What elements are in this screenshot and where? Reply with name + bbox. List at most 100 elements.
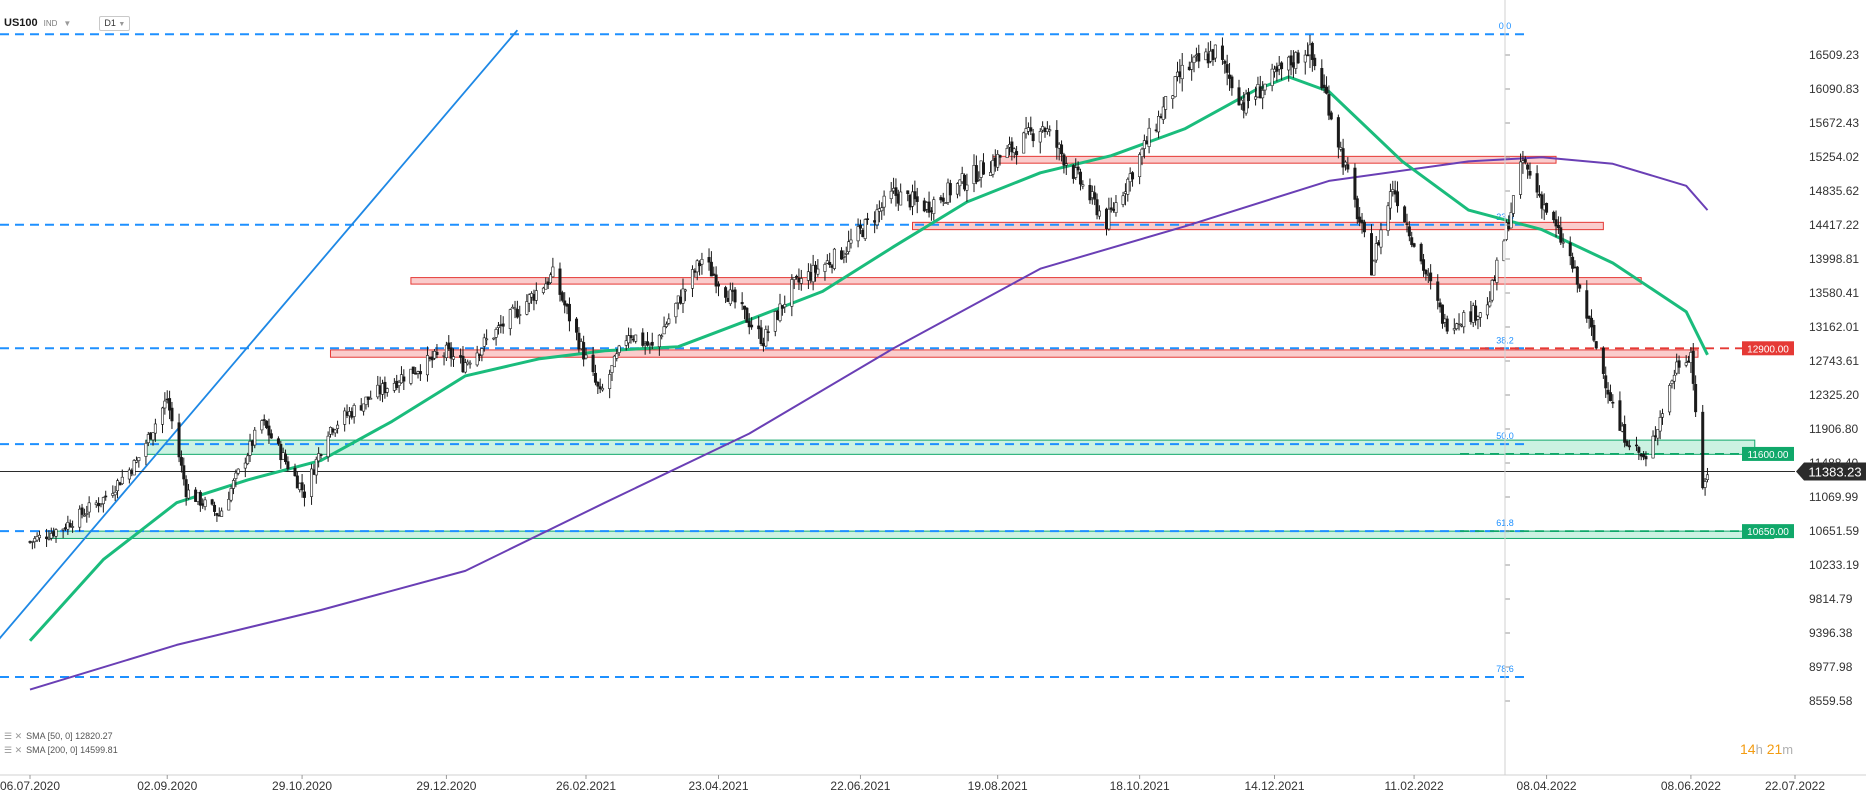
timeframe-label: D1 (104, 17, 116, 28)
candle-bearish (1242, 102, 1246, 111)
candle-bearish (1289, 55, 1293, 66)
candle-bullish (496, 325, 500, 328)
candle-bullish (444, 344, 448, 359)
candle-bullish (1142, 140, 1146, 149)
candle-bullish (847, 241, 851, 252)
candle-bullish (35, 536, 39, 541)
candle-bullish (660, 335, 664, 338)
candle-bullish (385, 388, 389, 393)
candle-bearish (759, 327, 763, 345)
candle-bullish (1457, 323, 1461, 325)
candles-layer (28, 34, 1709, 550)
price-level-tag-label: 12900.00 (1747, 344, 1789, 355)
candle-bearish (908, 194, 912, 208)
y-axis-tick-label: 12743.61 (1809, 354, 1859, 368)
candle-bearish (939, 197, 943, 201)
candle-bullish (1038, 131, 1042, 143)
candle-bullish (1651, 435, 1655, 459)
candle-bearish (560, 292, 564, 301)
resistance-zone (410, 277, 1642, 285)
candle-bullish (1388, 191, 1392, 209)
candle-bearish (707, 257, 711, 263)
candle-bearish (1422, 259, 1426, 271)
candle-bullish (977, 179, 981, 181)
candle-bearish (567, 303, 571, 322)
symbol-label[interactable]: US100 (4, 17, 38, 29)
candle-bullish (260, 420, 264, 431)
candle-bullish (1343, 161, 1347, 166)
candle-bullish (910, 191, 914, 207)
price-level-tag (1742, 341, 1794, 356)
candle-bearish (1377, 242, 1381, 246)
candle-bullish (1308, 44, 1312, 56)
candle-bullish (49, 533, 53, 539)
price-level-tag (1742, 524, 1794, 539)
candle-bullish (972, 165, 976, 184)
candle-bullish (392, 383, 396, 391)
candle-bearish (459, 355, 463, 358)
candle-bearish (776, 310, 780, 320)
candle-bearish (575, 318, 579, 333)
candle-bullish (153, 423, 157, 434)
candle-bearish (295, 475, 299, 489)
candle-bullish (1161, 106, 1165, 120)
candle-bearish (858, 224, 862, 229)
candle-bullish (220, 510, 224, 517)
x-axis-tick-label: 02.09.2020 (137, 779, 197, 793)
candle-bullish (792, 277, 796, 280)
candle-bearish (913, 191, 917, 200)
candle-bearish (563, 300, 567, 306)
candle-bearish (1611, 401, 1615, 404)
candle-bearish (300, 482, 304, 491)
x-axis-tick-label: 08.04.2022 (1517, 779, 1577, 793)
candle-bearish (993, 157, 997, 167)
candle-bearish (1436, 281, 1440, 301)
candle-bullish (823, 264, 827, 272)
legend-sma200[interactable]: ☰ ✕ SMA [200, 0] 14599.81 (4, 745, 118, 756)
candle-bullish (1476, 316, 1480, 320)
candle-bearish (591, 354, 595, 373)
candle-bullish (1272, 68, 1276, 73)
candle-bullish (849, 239, 853, 244)
candle-bullish (160, 407, 164, 425)
candle-bearish (52, 531, 56, 536)
candle-bullish (1213, 44, 1217, 59)
x-axis-tick-label: 26.02.2021 (556, 779, 616, 793)
candle-bullish (71, 526, 75, 528)
indicator-settings-icon[interactable]: ☰ ✕ (4, 731, 23, 741)
candle-bullish (1277, 65, 1281, 70)
candle-bullish (85, 513, 89, 515)
candle-bearish (1556, 224, 1560, 229)
candle-bearish (177, 422, 181, 458)
candle-bearish (873, 220, 877, 223)
candle-bearish (1159, 116, 1163, 119)
candle-bullish (425, 355, 429, 376)
candle-bearish (286, 461, 290, 470)
levels-layer: 0.023.638.250.061.878.6 (0, 21, 1795, 678)
candle-bearish (1258, 86, 1262, 99)
timeframe-select[interactable]: D1 ▼ (99, 15, 131, 31)
candle-bullish (1519, 161, 1523, 195)
x-axis-tick-label: 06.07.2020 (0, 779, 60, 793)
symbol-dropdown-icon[interactable]: ▼ (63, 18, 72, 28)
candle-bullish (234, 472, 238, 479)
candle-bearish (1105, 208, 1109, 229)
candle-bullish (362, 403, 366, 412)
candle-bullish (463, 362, 467, 373)
candle-bullish (442, 355, 446, 357)
candle-bullish (248, 440, 252, 456)
candle-bullish (1157, 116, 1161, 133)
candle-bearish (1310, 42, 1314, 60)
y-axis-tick-label: 16509.23 (1809, 48, 1859, 62)
candle-bearish (1225, 64, 1229, 73)
legend-sma50[interactable]: ☰ ✕ SMA [50, 0] 12820.27 (4, 731, 113, 742)
candle-bearish (1568, 242, 1572, 257)
indicator-settings-icon[interactable]: ☰ ✕ (4, 745, 23, 755)
candle-bearish (262, 419, 266, 421)
candle-bullish (1339, 147, 1343, 150)
candle-bullish (882, 195, 886, 208)
candle-bullish (1684, 362, 1688, 366)
candle-bullish (1005, 147, 1009, 158)
candle-bearish (430, 356, 434, 361)
